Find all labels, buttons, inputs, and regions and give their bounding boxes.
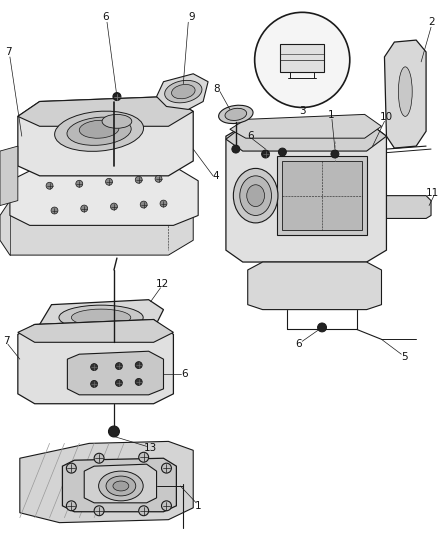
Polygon shape	[18, 319, 173, 403]
Polygon shape	[18, 96, 193, 176]
Circle shape	[318, 323, 326, 332]
Ellipse shape	[67, 117, 131, 146]
Circle shape	[94, 453, 104, 463]
Text: 8: 8	[214, 84, 220, 94]
Ellipse shape	[79, 120, 119, 138]
Circle shape	[116, 379, 122, 386]
Circle shape	[139, 453, 148, 462]
Circle shape	[331, 150, 339, 158]
Polygon shape	[20, 441, 193, 523]
Polygon shape	[230, 115, 381, 138]
Text: 1: 1	[195, 501, 201, 511]
Text: 4: 4	[213, 171, 219, 181]
Text: 12: 12	[156, 279, 169, 289]
Polygon shape	[385, 40, 426, 148]
Circle shape	[254, 12, 350, 108]
Ellipse shape	[113, 481, 129, 491]
Bar	[277, 156, 367, 235]
Circle shape	[155, 175, 162, 182]
Circle shape	[140, 201, 147, 208]
Polygon shape	[67, 351, 163, 395]
Bar	[280, 44, 324, 72]
Circle shape	[116, 362, 122, 369]
Polygon shape	[39, 300, 163, 334]
Polygon shape	[156, 74, 208, 109]
Circle shape	[160, 200, 167, 207]
Circle shape	[106, 179, 113, 185]
Text: 7: 7	[3, 336, 9, 346]
Circle shape	[110, 203, 117, 210]
Text: 11: 11	[425, 188, 438, 198]
Ellipse shape	[59, 305, 143, 330]
Polygon shape	[18, 319, 173, 342]
Ellipse shape	[240, 176, 272, 215]
Circle shape	[81, 205, 88, 212]
Ellipse shape	[99, 471, 143, 501]
Circle shape	[135, 378, 142, 385]
Ellipse shape	[219, 105, 253, 124]
Text: 7: 7	[5, 47, 11, 57]
Text: 5: 5	[401, 352, 408, 362]
Circle shape	[162, 501, 171, 511]
Polygon shape	[18, 96, 193, 126]
Ellipse shape	[71, 309, 131, 326]
Ellipse shape	[165, 80, 202, 103]
Circle shape	[232, 145, 240, 153]
Text: 6: 6	[103, 12, 110, 22]
Ellipse shape	[398, 67, 412, 116]
Circle shape	[94, 506, 104, 516]
Text: 3: 3	[299, 107, 306, 116]
Polygon shape	[226, 122, 386, 151]
Bar	[283, 161, 362, 230]
Circle shape	[135, 176, 142, 183]
Polygon shape	[248, 262, 381, 310]
Polygon shape	[381, 196, 431, 219]
Text: 2: 2	[429, 17, 435, 27]
Polygon shape	[84, 464, 156, 503]
Polygon shape	[0, 196, 193, 255]
Circle shape	[109, 426, 120, 437]
Text: 13: 13	[144, 443, 157, 454]
Text: 10: 10	[380, 112, 393, 123]
Text: 1: 1	[328, 110, 334, 120]
Ellipse shape	[102, 115, 132, 128]
Text: 9: 9	[188, 12, 194, 22]
Ellipse shape	[106, 476, 136, 496]
Text: 6: 6	[181, 369, 187, 379]
Ellipse shape	[172, 84, 195, 99]
Text: 6: 6	[295, 340, 302, 349]
Polygon shape	[226, 122, 386, 262]
Polygon shape	[0, 146, 18, 206]
Circle shape	[67, 501, 76, 511]
Polygon shape	[10, 166, 198, 225]
Circle shape	[51, 207, 58, 214]
Circle shape	[261, 150, 269, 158]
Circle shape	[91, 381, 98, 387]
Ellipse shape	[55, 111, 144, 151]
Circle shape	[91, 364, 98, 370]
Circle shape	[113, 93, 121, 101]
Text: 6: 6	[247, 131, 254, 141]
Circle shape	[76, 180, 83, 187]
Polygon shape	[63, 458, 177, 512]
Ellipse shape	[233, 168, 278, 223]
Ellipse shape	[225, 108, 247, 120]
Circle shape	[67, 463, 76, 473]
Circle shape	[46, 182, 53, 189]
Ellipse shape	[247, 185, 265, 207]
Circle shape	[139, 506, 148, 516]
Circle shape	[135, 361, 142, 368]
Circle shape	[279, 148, 286, 156]
Circle shape	[162, 463, 171, 473]
